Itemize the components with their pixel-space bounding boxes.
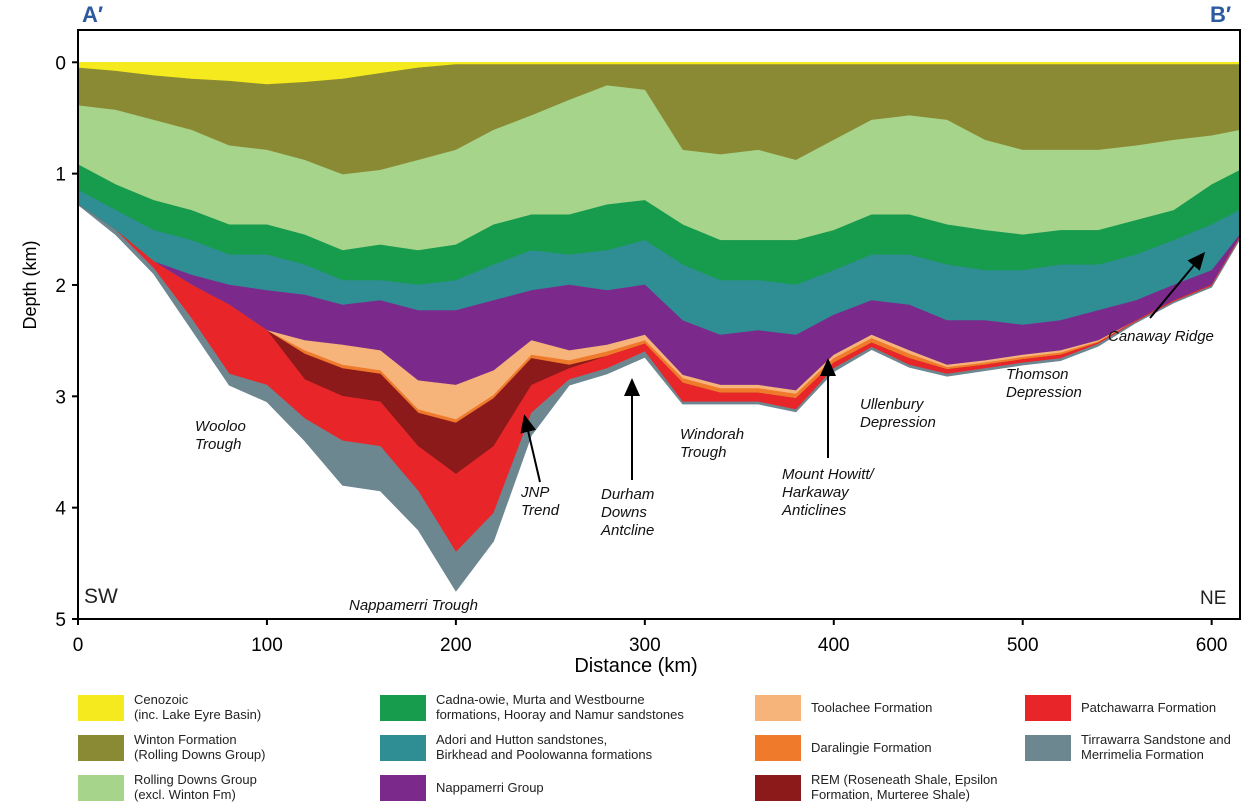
annotation: NE [1200,588,1227,609]
legend-label: Cenozoic (inc. Lake Eyre Basin) [134,692,262,722]
annotation: JNP Trend [521,484,560,519]
x-tick-label: 400 [818,635,850,656]
y-tick-label: 5 [55,610,66,631]
legend-label: Cadna-owie, Murta and Westbourne formati… [436,692,684,722]
legend-swatch [755,695,801,721]
annotation: Canaway Ridge [1108,328,1214,345]
legend-swatch [380,735,426,761]
legend-label: Nappamerri Group [436,780,544,795]
legend-swatch [78,735,124,761]
legend-swatch [755,775,801,801]
legend-label: Daralingie Formation [811,740,932,755]
x-axis-label: Distance (km) [574,655,697,677]
legend-label: Patchawarra Formation [1081,700,1217,715]
annotation: Mount Howitt/ Harkaway Anticlines [782,466,874,519]
x-tick-label: 300 [629,635,661,656]
y-tick-label: 3 [55,387,66,408]
x-tick-label: 500 [1007,635,1039,656]
legend-label: REM (Roseneath Shale, Epsilon Formation,… [811,772,998,802]
legend-swatch [380,695,426,721]
layers [77,62,1241,592]
legend-swatch [78,695,124,721]
y-tick-label: 2 [55,276,66,297]
legend-swatch [1025,735,1071,761]
annotation: Windorah Trough [680,426,745,461]
arrow [520,414,541,483]
legend-label: Adori and Hutton sandstones, Birkhead an… [436,732,653,762]
y-tick-label: 0 [55,53,66,74]
legend-swatch [78,775,124,801]
legend-swatch [755,735,801,761]
y-axis-label: Depth (km) [20,240,40,329]
annotation: B′ [1210,2,1232,27]
annotation: Durham Downs Antcline [601,486,655,539]
x-tick-label: 100 [251,635,283,656]
annotation: A′ [82,2,104,27]
legend-label: Toolachee Formation [811,700,933,715]
y-tick-label: 4 [55,499,66,520]
legend-label: Tirrawarra Sandstone and Merrimelia Form… [1081,732,1231,762]
legend-swatch [1025,695,1071,721]
y-tick-label: 1 [55,165,66,186]
plot-frame [77,29,1241,620]
arrow [1149,251,1206,319]
annotation: Thomson Depression [1006,366,1082,401]
legend-swatch [380,775,426,801]
x-tick-label: 600 [1196,635,1228,656]
x-tick-label: 0 [73,635,84,656]
annotation: Wooloo Trough [195,418,246,453]
legend-label: Rolling Downs Group (excl. Winton Fm) [134,772,257,802]
annotation: SW [84,585,118,608]
legend-label: Winton Formation (Rolling Downs Group) [134,732,266,762]
annotation: Ullenbury Depression [860,396,936,431]
x-tick-label: 200 [440,635,472,656]
annotation: Nappamerri Trough [349,597,478,614]
